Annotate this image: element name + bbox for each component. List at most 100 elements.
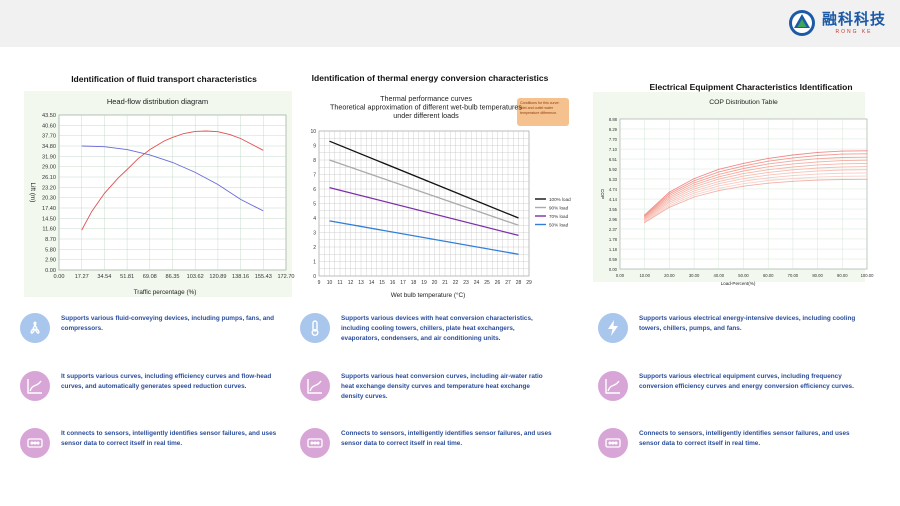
- data-point: [767, 182, 769, 184]
- y-tick-label: 3.55: [609, 207, 618, 212]
- y-tick-label: 29.00: [42, 165, 56, 171]
- series-line-COP-2: [644, 153, 868, 217]
- x-axis-label: Wet bulb temperature (°C): [391, 291, 466, 299]
- data-point: [742, 165, 745, 167]
- x-tick-label: 20.00: [664, 273, 675, 278]
- data-point: [841, 156, 843, 159]
- data-point: [792, 177, 794, 180]
- data-point: [767, 160, 769, 162]
- x-tick-label: 103.62: [187, 274, 204, 280]
- y-tick-label: 20.30: [42, 196, 56, 202]
- y-tick-label: 7.10: [609, 147, 618, 152]
- x-tick-label: 120.89: [209, 274, 226, 280]
- x-tick-label: 9: [318, 280, 321, 286]
- data-point: [816, 154, 819, 157]
- logo-icon: [788, 10, 815, 36]
- top-bar: 融科科技 RONG KE: [0, 0, 900, 47]
- x-tick-label: 80.00: [812, 273, 823, 278]
- y-tick-label: 5: [313, 202, 316, 208]
- feature-item: It connects to sensors, intelligently id…: [20, 428, 290, 468]
- x-tick-label: 29: [526, 280, 532, 286]
- data-point: [816, 157, 819, 160]
- data-point: [816, 161, 819, 163]
- curve-chart-icon: [598, 371, 628, 401]
- y-tick-label: 37.70: [42, 134, 56, 140]
- y-tick-label: 5.33: [609, 177, 618, 182]
- section-title-fluid: Identification of fluid transport charac…: [71, 74, 257, 84]
- data-point: [792, 160, 794, 162]
- y-tick-label: 11.60: [42, 227, 56, 233]
- data-point: [693, 190, 695, 192]
- data-point: [866, 172, 868, 174]
- y-tick-label: 2.96: [609, 217, 618, 222]
- data-point: [841, 172, 843, 174]
- data-point: [767, 168, 769, 171]
- feature-text: It connects to sensors, intelligently id…: [61, 430, 277, 447]
- y-tick-label: 2.90: [45, 258, 56, 264]
- data-point: [693, 180, 695, 182]
- y-tick-label: 31.90: [42, 154, 56, 160]
- data-point: [718, 182, 720, 185]
- x-tick-label: 14: [369, 280, 375, 286]
- brand-logo: 融科科技 RONG KE: [788, 9, 886, 37]
- data-point: [792, 157, 794, 159]
- series-line-COP-1: [644, 150, 868, 216]
- x-tick-label: 17: [400, 280, 406, 286]
- data-point: [718, 187, 720, 189]
- y-tick-label: 4.14: [609, 197, 618, 202]
- x-tick-label: 22: [453, 280, 459, 286]
- data-point: [718, 178, 720, 180]
- data-point: [792, 166, 794, 168]
- data-point: [668, 193, 671, 195]
- data-point: [841, 163, 843, 165]
- data-point: [792, 180, 794, 183]
- data-point: [841, 153, 843, 155]
- series-line-head: [81, 130, 264, 231]
- data-point: [668, 198, 671, 200]
- feature-text: Supports various devices with heat conve…: [341, 315, 533, 342]
- x-tick-label: 17.27: [75, 274, 89, 280]
- x-tick-label: 19: [421, 280, 427, 286]
- x-tick-label: 0.00: [54, 274, 65, 280]
- curve-condition-note: Conditions for this curve: inlet and out…: [517, 98, 569, 126]
- series-line-COP-9: [644, 175, 868, 223]
- y-tick-label: 0: [313, 274, 316, 280]
- data-point: [841, 166, 843, 168]
- series-line-50-load: [329, 220, 519, 255]
- x-tick-label: 10: [327, 280, 333, 286]
- section-title-thermal: Identification of thermal energy convers…: [311, 73, 549, 83]
- chart-title: Thermal performance curves: [380, 94, 472, 103]
- data-point: [816, 179, 819, 181]
- series-line-COP-3: [644, 156, 868, 217]
- y-tick-label: 5.80: [45, 247, 56, 253]
- y-tick-label: 7: [313, 173, 316, 179]
- x-axis-label: Traffic percentage (%): [134, 289, 197, 296]
- data-point: [866, 178, 868, 181]
- data-point: [767, 166, 769, 168]
- x-tick-label: 10.00: [639, 273, 650, 278]
- x-tick-label: 26: [495, 280, 501, 286]
- y-tick-label: 17.40: [42, 206, 56, 212]
- y-tick-label: 2.37: [609, 227, 618, 232]
- legend-label: 50% load: [549, 222, 569, 227]
- data-point: [742, 180, 745, 182]
- data-point: [767, 179, 769, 182]
- sensor-icon: [300, 428, 330, 458]
- y-tick-label: 1: [313, 260, 316, 266]
- data-point: [816, 164, 819, 166]
- y-tick-label: 34.80: [42, 144, 56, 150]
- data-point: [767, 177, 769, 179]
- x-tick-label: 11: [337, 280, 342, 286]
- data-point: [718, 173, 720, 176]
- x-tick-label: 34.54: [97, 274, 111, 280]
- data-point: [792, 174, 794, 177]
- series-line-COP-6: [644, 166, 868, 220]
- brand-name-en: RONG KE: [835, 28, 873, 35]
- data-point: [866, 150, 868, 152]
- y-tick-label: 8.70: [45, 237, 56, 243]
- x-tick-label: 90.00: [837, 273, 848, 278]
- feature-item: Supports various devices with heat conve…: [300, 313, 570, 353]
- fan-icon: [20, 313, 50, 343]
- x-tick-label: 155.43: [255, 274, 272, 280]
- x-tick-label: 138.16: [232, 274, 249, 280]
